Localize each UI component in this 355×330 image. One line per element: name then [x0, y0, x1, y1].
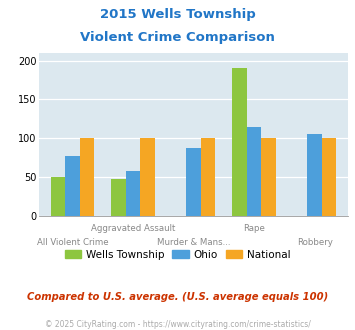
- Bar: [65, 156, 80, 216]
- Text: Rape: Rape: [243, 224, 265, 233]
- Bar: [322, 138, 337, 216]
- Bar: [140, 138, 155, 216]
- Text: Compared to U.S. average. (U.S. average equals 100): Compared to U.S. average. (U.S. average …: [27, 292, 328, 302]
- Text: 2015 Wells Township: 2015 Wells Township: [100, 8, 255, 21]
- Bar: [186, 148, 201, 216]
- Bar: [50, 177, 65, 216]
- Text: Aggravated Assault: Aggravated Assault: [91, 224, 175, 233]
- Bar: [247, 127, 261, 216]
- Bar: [232, 68, 247, 216]
- Text: Murder & Mans...: Murder & Mans...: [157, 238, 230, 247]
- Text: © 2025 CityRating.com - https://www.cityrating.com/crime-statistics/: © 2025 CityRating.com - https://www.city…: [45, 320, 310, 329]
- Bar: [80, 138, 94, 216]
- Bar: [126, 171, 140, 216]
- Legend: Wells Township, Ohio, National: Wells Township, Ohio, National: [61, 246, 294, 264]
- Bar: [261, 138, 276, 216]
- Text: Robbery: Robbery: [297, 238, 333, 247]
- Text: Violent Crime Comparison: Violent Crime Comparison: [80, 31, 275, 44]
- Bar: [201, 138, 215, 216]
- Bar: [307, 135, 322, 216]
- Text: All Violent Crime: All Violent Crime: [37, 238, 108, 247]
- Bar: [111, 179, 126, 216]
